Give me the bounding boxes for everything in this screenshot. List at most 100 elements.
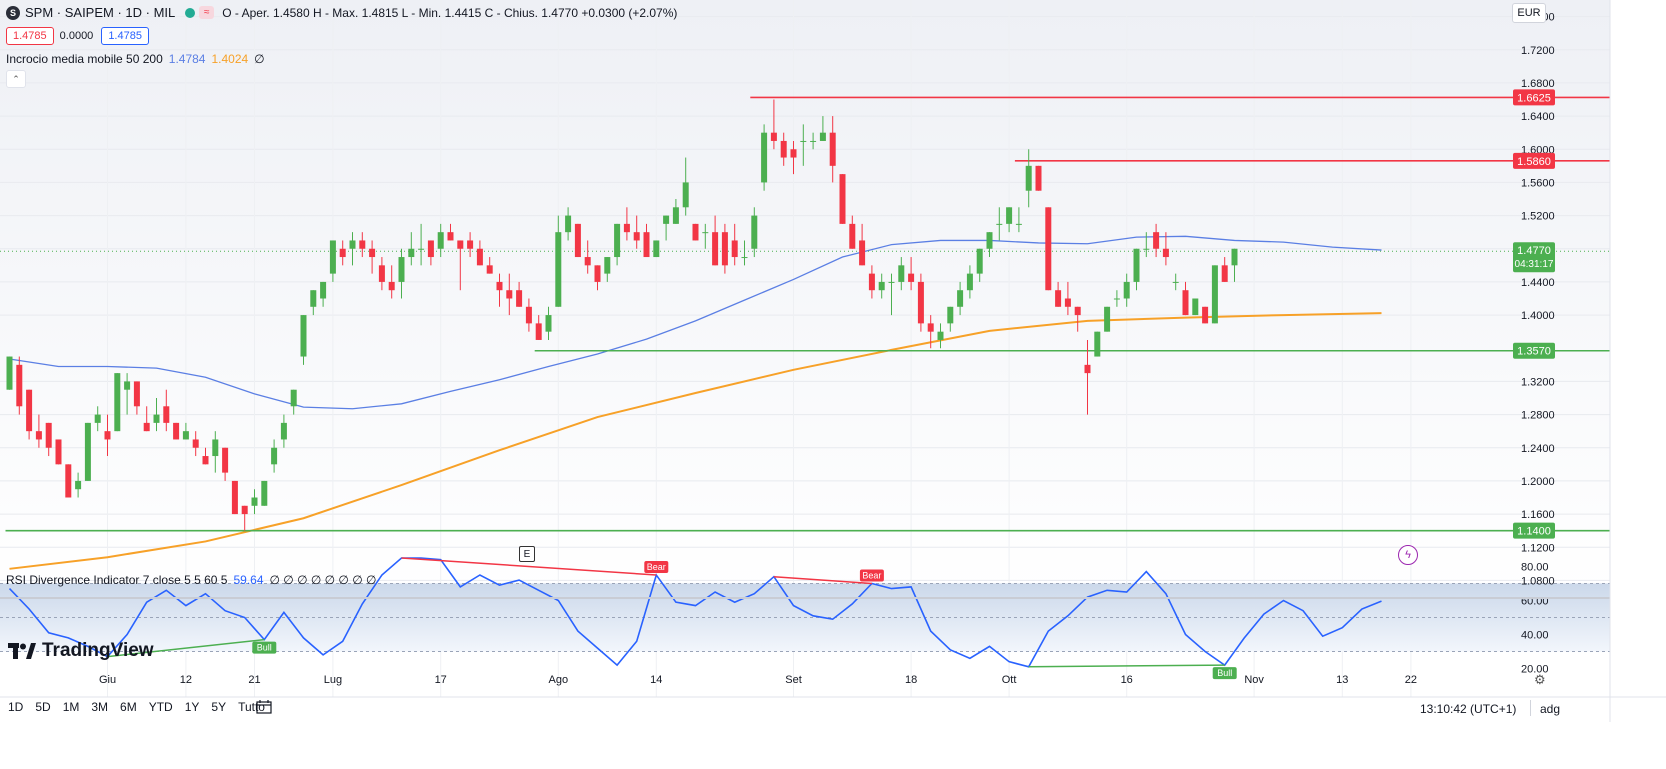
candle-body[interactable] — [721, 232, 728, 266]
candle-body[interactable] — [800, 140, 807, 142]
candle-body[interactable] — [329, 240, 336, 274]
bull-label-badge[interactable] — [1212, 667, 1237, 680]
candle-body[interactable] — [947, 306, 954, 324]
candle-body[interactable] — [261, 480, 268, 506]
candle-body[interactable] — [300, 315, 307, 357]
candle-body[interactable] — [1192, 298, 1199, 316]
candle-body[interactable] — [241, 505, 248, 515]
candle-body[interactable] — [584, 257, 591, 266]
ask-price[interactable]: 1.4785 — [101, 27, 149, 45]
candle-body[interactable] — [310, 290, 317, 307]
candle-body[interactable] — [359, 240, 366, 249]
candle-body[interactable] — [16, 364, 23, 407]
candle-body[interactable] — [565, 215, 572, 233]
candle-body[interactable] — [75, 480, 82, 490]
candle-body[interactable] — [917, 281, 924, 324]
candle-body[interactable] — [1172, 281, 1179, 283]
candle-body[interactable] — [202, 456, 209, 465]
collapse-legend-button[interactable]: ⌃ — [6, 70, 26, 88]
candle-body[interactable] — [408, 248, 415, 258]
candle-body[interactable] — [114, 373, 121, 432]
range-all[interactable]: Tutto — [238, 700, 265, 714]
range-1d[interactable]: 1D — [8, 700, 24, 714]
candle-body[interactable] — [810, 140, 817, 142]
ma-indicator-label[interactable]: Incrocio media mobile 50 200 — [6, 52, 163, 66]
tradingview-logo[interactable]: TradingView — [8, 640, 154, 662]
symbol-title[interactable]: SPM · SAIPEM · 1D · MIL — [25, 5, 176, 20]
range-5y[interactable]: 5Y — [211, 700, 227, 714]
candle-body[interactable] — [604, 257, 611, 274]
candle-body[interactable] — [339, 248, 346, 258]
candle-body[interactable] — [731, 240, 738, 258]
candle-body[interactable] — [1123, 281, 1130, 299]
candle-body[interactable] — [986, 232, 993, 249]
candle-body[interactable] — [692, 223, 699, 241]
level-price-badge[interactable] — [1513, 89, 1555, 106]
candle-body[interactable] — [741, 257, 748, 259]
candle-body[interactable] — [937, 331, 944, 340]
candle-body[interactable] — [349, 240, 356, 249]
candle-body[interactable] — [780, 140, 787, 158]
candle-body[interactable] — [26, 389, 33, 432]
candle-body[interactable] — [1055, 290, 1062, 307]
candle-body[interactable] — [849, 223, 856, 249]
candle-body[interactable] — [859, 240, 866, 266]
candle-body[interactable] — [124, 381, 131, 390]
candle-body[interactable] — [427, 240, 434, 258]
candle-body[interactable] — [888, 281, 895, 283]
calendar-range-icon[interactable] — [256, 700, 272, 714]
price-axis[interactable]: 1.0800 1.1200 1.1600 1.2000 1.2400 1.2800 1.32… — [1513, 12, 1555, 676]
candle-body[interactable] — [1104, 306, 1111, 332]
candle-body[interactable] — [908, 273, 915, 282]
level-price-badge[interactable] — [1513, 152, 1555, 169]
candle-body[interactable] — [839, 174, 846, 224]
candle-body[interactable] — [790, 149, 797, 158]
candle-body[interactable] — [682, 182, 689, 208]
candle-body[interactable] — [1221, 265, 1228, 282]
bull-label-badge[interactable] — [252, 641, 277, 654]
candle-body[interactable] — [437, 232, 444, 249]
time-axis[interactable]: Giu 12 21 Lug 17 Ago 14 Set 18 Ott 16 Nov 13 22 — [99, 674, 1417, 686]
candle-body[interactable] — [868, 273, 875, 291]
candle-body[interactable] — [525, 306, 532, 324]
candle-body[interactable] — [555, 232, 562, 307]
ma-50-line[interactable] — [9, 235, 1382, 410]
candle-body[interactable] — [878, 281, 885, 291]
candle-body[interactable] — [290, 389, 297, 407]
last-price-badge[interactable] — [1513, 242, 1555, 273]
bear-label-badge[interactable] — [644, 561, 669, 573]
currency-button[interactable]: EUR — [1512, 3, 1546, 23]
axis-settings-icon[interactable]: ⚙ — [1534, 672, 1546, 687]
candle-body[interactable] — [476, 248, 483, 266]
candle-body[interactable] — [623, 223, 630, 233]
ma-200-line[interactable] — [9, 312, 1382, 570]
bear-label-badge[interactable] — [859, 569, 884, 582]
candle-body[interactable] — [966, 273, 973, 291]
candle-body[interactable] — [84, 422, 91, 481]
candle-body[interactable] — [1015, 223, 1022, 225]
candle-body[interactable] — [143, 422, 150, 432]
candle-body[interactable] — [1211, 265, 1218, 324]
candle-body[interactable] — [1231, 248, 1238, 266]
candle-body[interactable] — [280, 422, 287, 440]
candle-body[interactable] — [153, 414, 160, 423]
candle-body[interactable] — [1162, 248, 1169, 258]
candle-body[interactable] — [418, 248, 425, 250]
candle-body[interactable] — [45, 422, 52, 448]
candle-body[interactable] — [1094, 331, 1101, 357]
candles[interactable] — [6, 99, 1238, 531]
candle-body[interactable] — [1074, 306, 1081, 316]
candle-body[interactable] — [574, 223, 581, 258]
level-price-badge[interactable] — [1513, 522, 1555, 539]
candle-body[interactable] — [819, 132, 826, 141]
candle-body[interactable] — [643, 232, 650, 258]
candle-body[interactable] — [222, 447, 229, 473]
range-1y[interactable]: 1Y — [184, 700, 200, 714]
candle-body[interactable] — [712, 232, 719, 266]
wave-icon[interactable]: ≈ — [199, 6, 215, 19]
bid-price[interactable]: 1.4785 — [6, 27, 54, 45]
candle-body[interactable] — [506, 290, 513, 299]
range-6m[interactable]: 6M — [120, 700, 137, 714]
candle-body[interactable] — [447, 232, 454, 241]
